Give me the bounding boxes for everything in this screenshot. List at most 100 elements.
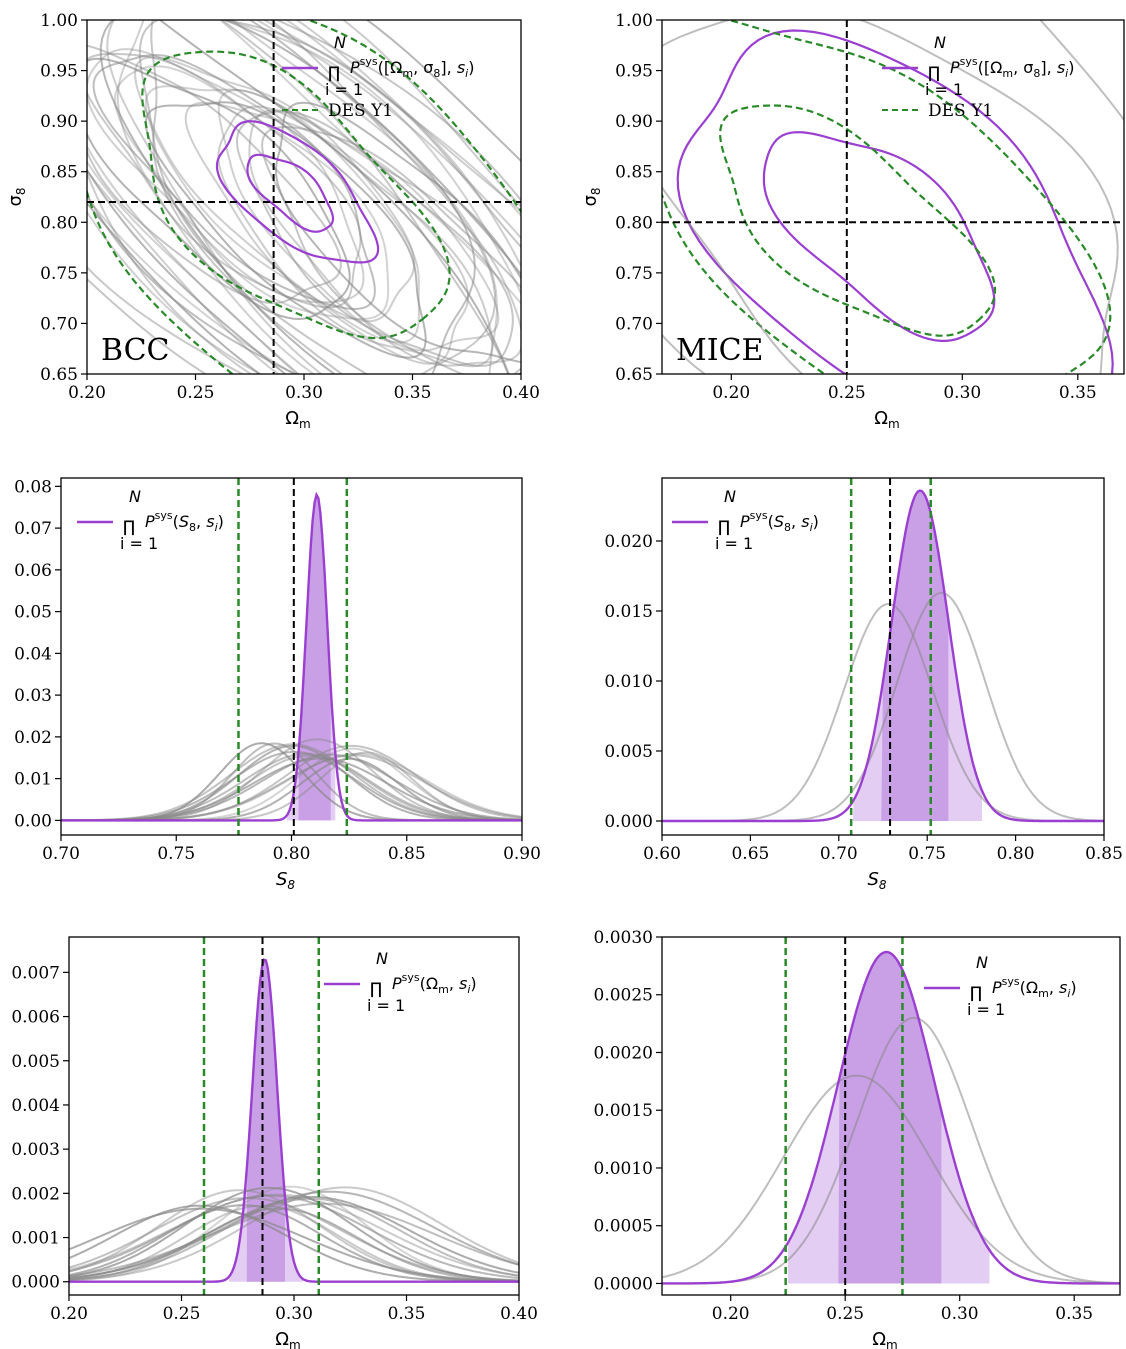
gray-contour (150, 20, 521, 374)
gray-curve (69, 1189, 519, 1283)
prod-lower: i = 1 (367, 996, 405, 1015)
gray-curve (69, 1197, 519, 1282)
formula-part: P (950, 58, 960, 77)
y-tick-label: 0.07 (14, 519, 52, 539)
y-axis-label: σ8 (5, 187, 28, 206)
formula-part: 8 (189, 521, 196, 534)
formula-part: sys (1002, 975, 1020, 988)
legend-label-des: DES Y1 (328, 101, 393, 121)
formula-part: (Ω (420, 974, 438, 993)
formula-part: sys (155, 509, 173, 522)
gray-curve (69, 1197, 519, 1281)
formula-part: , (1049, 978, 1059, 997)
legend-formula: Psys([Ωm, σ8], si) (950, 55, 1074, 80)
y-tick-label: 0.010 (604, 672, 653, 692)
gray-curve (69, 1185, 519, 1282)
formula-part: sys (750, 509, 768, 522)
formula-part: i (465, 67, 468, 80)
prod-symbol: ∏ (928, 63, 940, 82)
formula-part: ) (470, 974, 476, 993)
gray-contour (662, 20, 1119, 374)
x-tick-label: 0.60 (643, 844, 681, 864)
y-tick-label: 0.000 (11, 1273, 60, 1293)
x-tick-label: 0.25 (177, 383, 215, 403)
formula-part: (Ω (1020, 978, 1038, 997)
gray-curve (69, 1202, 519, 1277)
mice_contour-frame (661, 19, 1125, 375)
gray-contour (87, 20, 499, 374)
formula-part: P (392, 974, 402, 993)
bcc_contour-axes: 0.20 0.25 0.30 0.35 0.40 0.65 0.70 0.75 0.80 0.85… (5, 11, 540, 431)
formula-part: , σ (1013, 58, 1033, 77)
formula-part: ) (1070, 978, 1076, 997)
y-tick-label: 0.001 (11, 1229, 60, 1249)
prod-upper: N (334, 33, 346, 52)
x-axis-label-sub: m (299, 417, 311, 431)
y-tick-label: 0.000 (604, 812, 653, 832)
legend-formula: Psys(S8, si) (740, 509, 819, 534)
legend-formula: Psys(S8, si) (145, 509, 224, 534)
x-tick-label: 0.85 (388, 844, 426, 864)
gray-contour-inner (87, 44, 342, 305)
legend-formula: Psys(Ωm, si) (392, 971, 477, 996)
formula-part: i (467, 983, 470, 996)
legend-formula: Psys([Ωm, σ8], si) (350, 55, 474, 80)
formula-part: S (179, 512, 189, 531)
y-tick-label: 0.007 (11, 963, 60, 983)
bcc_contour-frame (86, 19, 522, 375)
formula-part: 8 (1033, 67, 1040, 80)
x-axis-label: S8 (867, 869, 886, 892)
y-tick-label: 0.002 (11, 1184, 60, 1204)
formula-part: , (196, 512, 206, 531)
y-axis-label-sub: 8 (14, 187, 28, 195)
x-tick-label: 0.90 (503, 844, 541, 864)
y-tick-label: 0.90 (615, 112, 653, 132)
formula-part: i (810, 521, 813, 534)
gray-contour (138, 20, 521, 374)
formula-part: m (1038, 987, 1049, 1000)
y-tick-label: 0.006 (11, 1008, 60, 1028)
prod-upper: N (129, 487, 141, 506)
formula-part: s (206, 512, 214, 531)
y-tick-label: 0.0000 (594, 1274, 653, 1294)
y-tick-label: 0.0005 (594, 1217, 653, 1237)
mice_s8-axes: 0.60 0.65 0.70 0.75 0.80 0.85 0.000 0.005 0.010 0… (604, 532, 1123, 892)
x-tick-label: 0.80 (997, 844, 1035, 864)
formula-part: ) (813, 512, 819, 531)
y-tick-label: 0.95 (40, 62, 78, 82)
gray-contour (87, 20, 510, 374)
y-tick-label: 0.0010 (594, 1159, 653, 1179)
combined-contour (676, 29, 1114, 374)
y-tick-label: 0.95 (615, 62, 653, 82)
mice_contour-axes: 0.20 0.25 0.30 0.35 0.65 0.70 0.75 0.80 0.85 0.90… (580, 11, 1097, 431)
prod-lower: i = 1 (325, 80, 363, 99)
des-y1-contour (718, 104, 997, 337)
gray-curve (662, 1074, 1120, 1285)
formula-part: S (774, 512, 784, 531)
x-tick-label: 0.40 (502, 383, 540, 403)
credible-band-68 (881, 490, 949, 821)
gray-curve (69, 1207, 519, 1283)
gray-curve (69, 1190, 519, 1279)
x-tick-label: 0.30 (275, 1304, 313, 1324)
plot-area (662, 489, 1104, 823)
formula-part: 8 (433, 67, 440, 80)
combined-curve (662, 489, 1104, 823)
y-tick-label: 0.03 (14, 686, 52, 706)
gray-curve (69, 1207, 519, 1283)
panel-label: BCC (101, 333, 170, 368)
prod-lower: i = 1 (925, 80, 963, 99)
x-axis-label-sub: m (888, 417, 900, 431)
combined-contour (215, 120, 380, 264)
y-tick-label: 0.70 (615, 314, 653, 334)
bcc_s8-axes: 0.70 0.75 0.80 0.85 0.90 0.00 0.01 0.02 0.03 0.04… (14, 477, 541, 892)
x-tick-label: 0.30 (943, 383, 981, 403)
formula-part: ( (768, 512, 774, 531)
x-tick-label: 0.25 (826, 1304, 864, 1324)
y-tick-label: 0.04 (14, 644, 52, 664)
gray-curve (69, 1204, 519, 1283)
y-tick-label: 0.01 (14, 770, 52, 790)
formula-part: sys (960, 55, 978, 68)
